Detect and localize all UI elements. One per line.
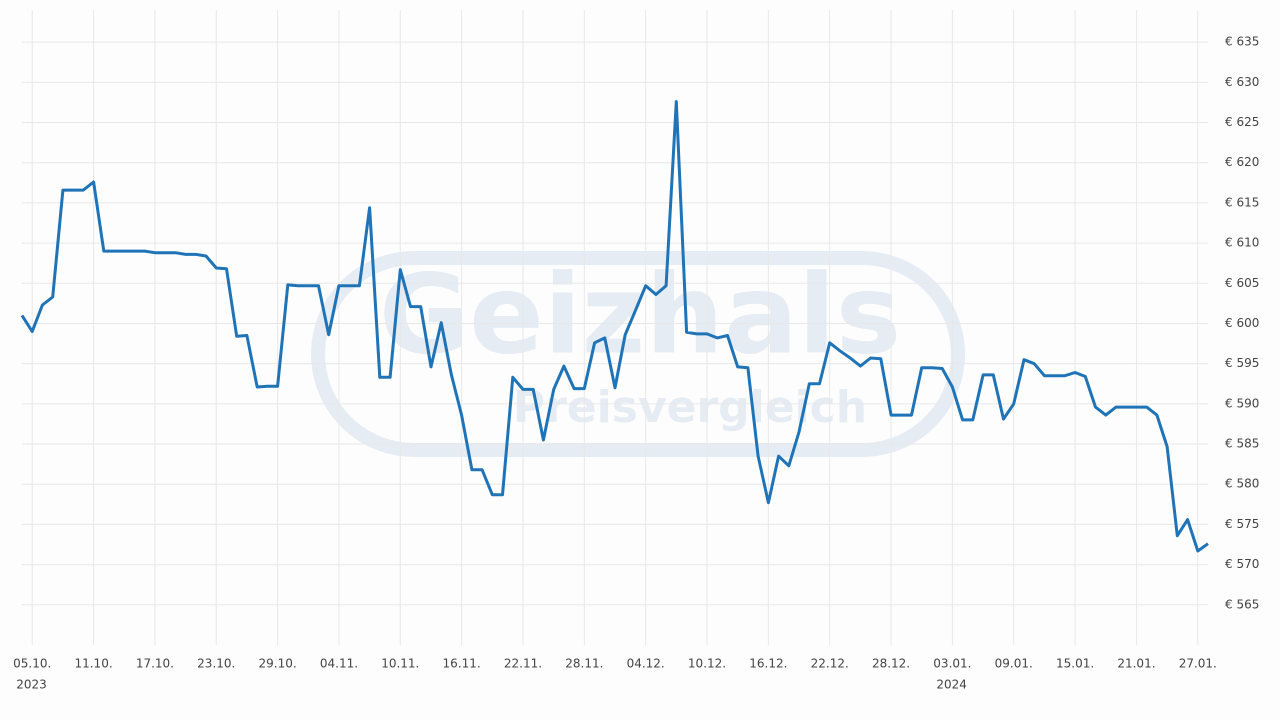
y-tick-label: € 630 <box>1225 75 1259 89</box>
x-tick-label: 03.01. <box>933 657 971 671</box>
y-tick-label: € 610 <box>1225 236 1259 250</box>
watermark: Geizhals <box>379 250 901 378</box>
y-tick-label: € 575 <box>1225 517 1259 531</box>
x-tick-label: 10.12. <box>688 657 726 671</box>
x-tick-label: 05.10. <box>13 657 51 671</box>
x-tick-label: 23.10. <box>197 657 235 671</box>
x-tick-label: 15.01. <box>1056 657 1094 671</box>
x-tick-label: 29.10. <box>259 657 297 671</box>
watermark: Preisvergleich <box>513 382 867 433</box>
price-line <box>20 100 1209 553</box>
x-tick-label: 16.11. <box>443 657 481 671</box>
year-label: 2023 <box>16 678 47 692</box>
y-tick-label: € 600 <box>1225 316 1259 330</box>
watermark-frame <box>311 251 965 457</box>
y-tick-label: € 570 <box>1225 557 1259 571</box>
x-tick-label: 04.12. <box>627 657 665 671</box>
y-tick-label: € 565 <box>1225 597 1259 611</box>
y-tick-label: € 595 <box>1225 356 1259 370</box>
y-tick-label: € 585 <box>1225 437 1259 451</box>
year-label: 2024 <box>936 678 967 692</box>
y-tick-label: € 625 <box>1225 115 1259 129</box>
y-tick-label: € 635 <box>1225 35 1259 49</box>
x-tick-label: 27.01. <box>1179 657 1217 671</box>
y-tick-label: € 590 <box>1225 396 1259 410</box>
x-tick-label: 28.11. <box>565 657 603 671</box>
y-tick-label: € 620 <box>1225 155 1259 169</box>
x-tick-label: 28.12. <box>872 657 910 671</box>
x-tick-label: 09.01. <box>995 657 1033 671</box>
x-tick-label: 17.10. <box>136 657 174 671</box>
y-tick-label: € 580 <box>1225 477 1259 491</box>
y-tick-label: € 605 <box>1225 276 1259 290</box>
x-tick-label: 10.11. <box>381 657 419 671</box>
x-tick-label: 11.10. <box>74 657 112 671</box>
x-tick-label: 04.11. <box>320 657 358 671</box>
x-tick-label: 16.12. <box>749 657 787 671</box>
x-tick-label: 22.11. <box>504 657 542 671</box>
y-tick-label: € 615 <box>1225 195 1259 209</box>
x-tick-label: 22.12. <box>811 657 849 671</box>
x-tick-label: 21.01. <box>1117 657 1155 671</box>
